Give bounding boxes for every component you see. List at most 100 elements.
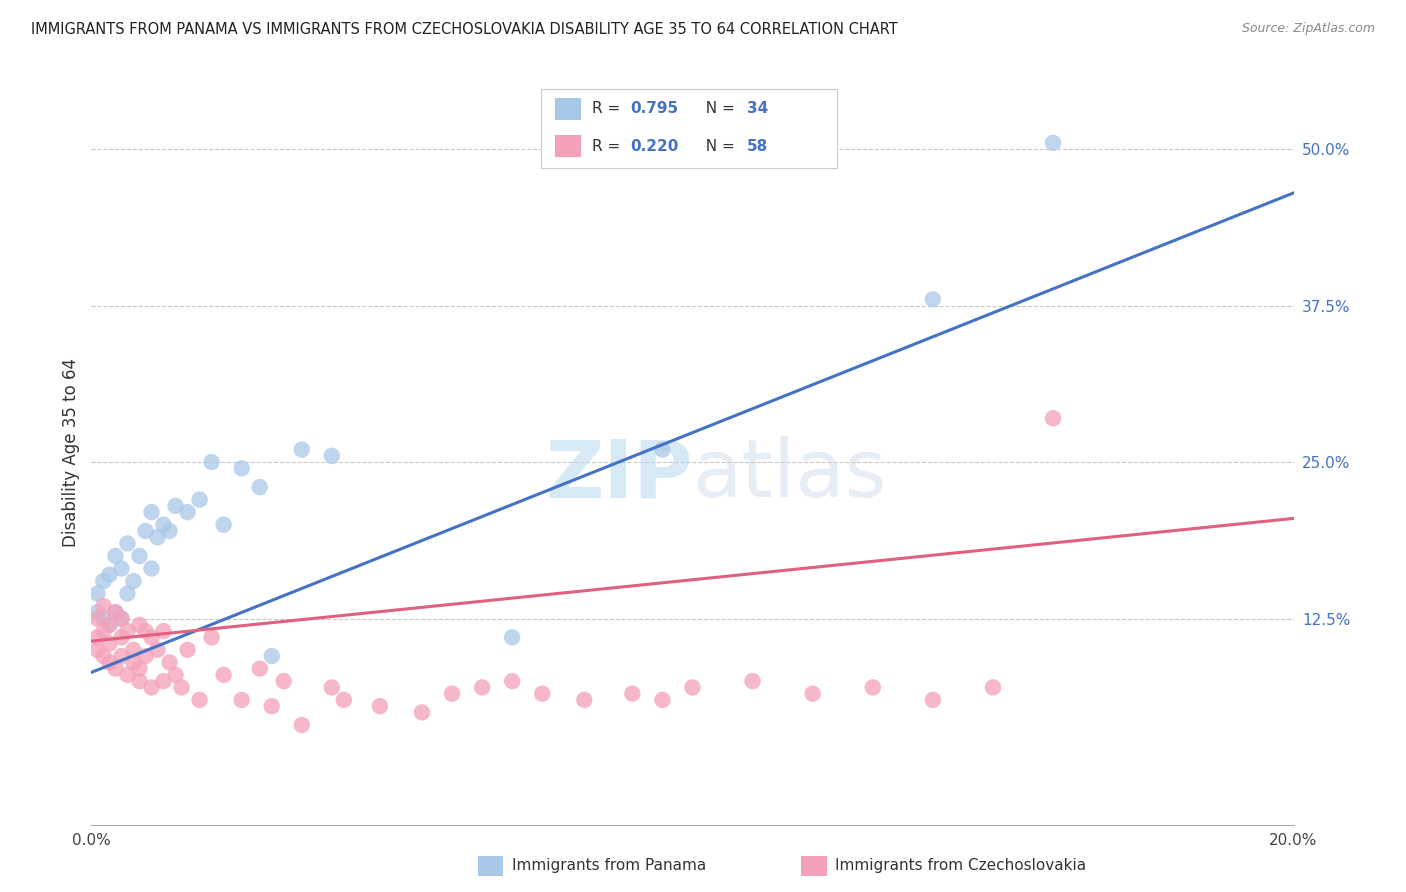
Point <box>201 630 224 644</box>
Point <box>104 605 127 619</box>
Point <box>231 693 253 707</box>
Point <box>291 718 314 732</box>
Point <box>1042 136 1064 150</box>
Text: ZIP: ZIP <box>546 436 692 514</box>
Point <box>128 674 150 689</box>
Text: R =: R = <box>592 102 626 116</box>
Point <box>110 630 132 644</box>
Point <box>159 524 181 538</box>
Point <box>1042 411 1064 425</box>
Point <box>501 674 523 689</box>
Point <box>134 649 156 664</box>
Point <box>231 461 253 475</box>
Point <box>141 630 163 644</box>
Point <box>260 699 283 714</box>
Text: Source: ZipAtlas.com: Source: ZipAtlas.com <box>1241 22 1375 36</box>
Point <box>93 611 115 625</box>
Point <box>471 681 494 695</box>
Point <box>922 293 945 307</box>
Text: 58: 58 <box>747 139 768 153</box>
Point <box>146 530 169 544</box>
Point <box>86 611 108 625</box>
Text: Immigrants from Czechoslovakia: Immigrants from Czechoslovakia <box>835 858 1087 872</box>
Point <box>98 656 121 670</box>
Point <box>122 574 145 588</box>
Point <box>98 617 121 632</box>
Point <box>86 586 108 600</box>
Point <box>104 605 127 619</box>
Text: Immigrants from Panama: Immigrants from Panama <box>512 858 706 872</box>
Point <box>134 624 156 638</box>
Point <box>98 617 121 632</box>
Point <box>801 687 824 701</box>
Point <box>93 649 115 664</box>
Point <box>98 637 121 651</box>
Point <box>117 536 139 550</box>
Point <box>93 599 115 613</box>
Point <box>188 693 211 707</box>
Point <box>110 611 132 625</box>
Point <box>117 586 139 600</box>
Point <box>212 517 235 532</box>
Point <box>165 499 187 513</box>
Point <box>110 649 132 664</box>
Point <box>621 687 644 701</box>
Point <box>333 693 356 707</box>
Point <box>862 681 884 695</box>
Point <box>128 662 150 676</box>
Point <box>170 681 193 695</box>
Point <box>176 643 198 657</box>
Point <box>681 681 703 695</box>
Point <box>128 549 150 563</box>
Text: R =: R = <box>592 139 626 153</box>
Point <box>110 611 132 625</box>
Point <box>531 687 554 701</box>
Point <box>152 517 174 532</box>
Point <box>104 662 127 676</box>
Text: 34: 34 <box>747 102 768 116</box>
Point <box>122 656 145 670</box>
Text: atlas: atlas <box>692 436 887 514</box>
Text: 0.795: 0.795 <box>630 102 678 116</box>
Point <box>159 656 181 670</box>
Point <box>93 624 115 638</box>
Point <box>411 706 433 720</box>
Text: N =: N = <box>696 139 740 153</box>
Point <box>128 617 150 632</box>
Y-axis label: Disability Age 35 to 64: Disability Age 35 to 64 <box>62 359 80 547</box>
Point <box>249 662 271 676</box>
Point <box>501 630 523 644</box>
Point <box>201 455 224 469</box>
Point <box>117 668 139 682</box>
Point <box>146 643 169 657</box>
Point <box>122 643 145 657</box>
Point <box>981 681 1004 695</box>
Point <box>321 449 343 463</box>
Point <box>440 687 463 701</box>
Point <box>212 668 235 682</box>
Point <box>165 668 187 682</box>
Point <box>188 492 211 507</box>
Text: 0.220: 0.220 <box>630 139 678 153</box>
Point <box>152 624 174 638</box>
Point <box>141 561 163 575</box>
Text: IMMIGRANTS FROM PANAMA VS IMMIGRANTS FROM CZECHOSLOVAKIA DISABILITY AGE 35 TO 64: IMMIGRANTS FROM PANAMA VS IMMIGRANTS FRO… <box>31 22 897 37</box>
Point <box>273 674 295 689</box>
Point <box>922 693 945 707</box>
Point <box>260 649 283 664</box>
Point <box>651 693 673 707</box>
Point <box>741 674 763 689</box>
Point <box>651 442 673 457</box>
Point <box>249 480 271 494</box>
Point <box>110 561 132 575</box>
Text: N =: N = <box>696 102 740 116</box>
Point <box>368 699 391 714</box>
Point <box>134 524 156 538</box>
Point <box>117 624 139 638</box>
Point <box>574 693 596 707</box>
Point <box>291 442 314 457</box>
Point <box>93 574 115 588</box>
Point <box>104 549 127 563</box>
Point <box>141 681 163 695</box>
Point <box>86 605 108 619</box>
